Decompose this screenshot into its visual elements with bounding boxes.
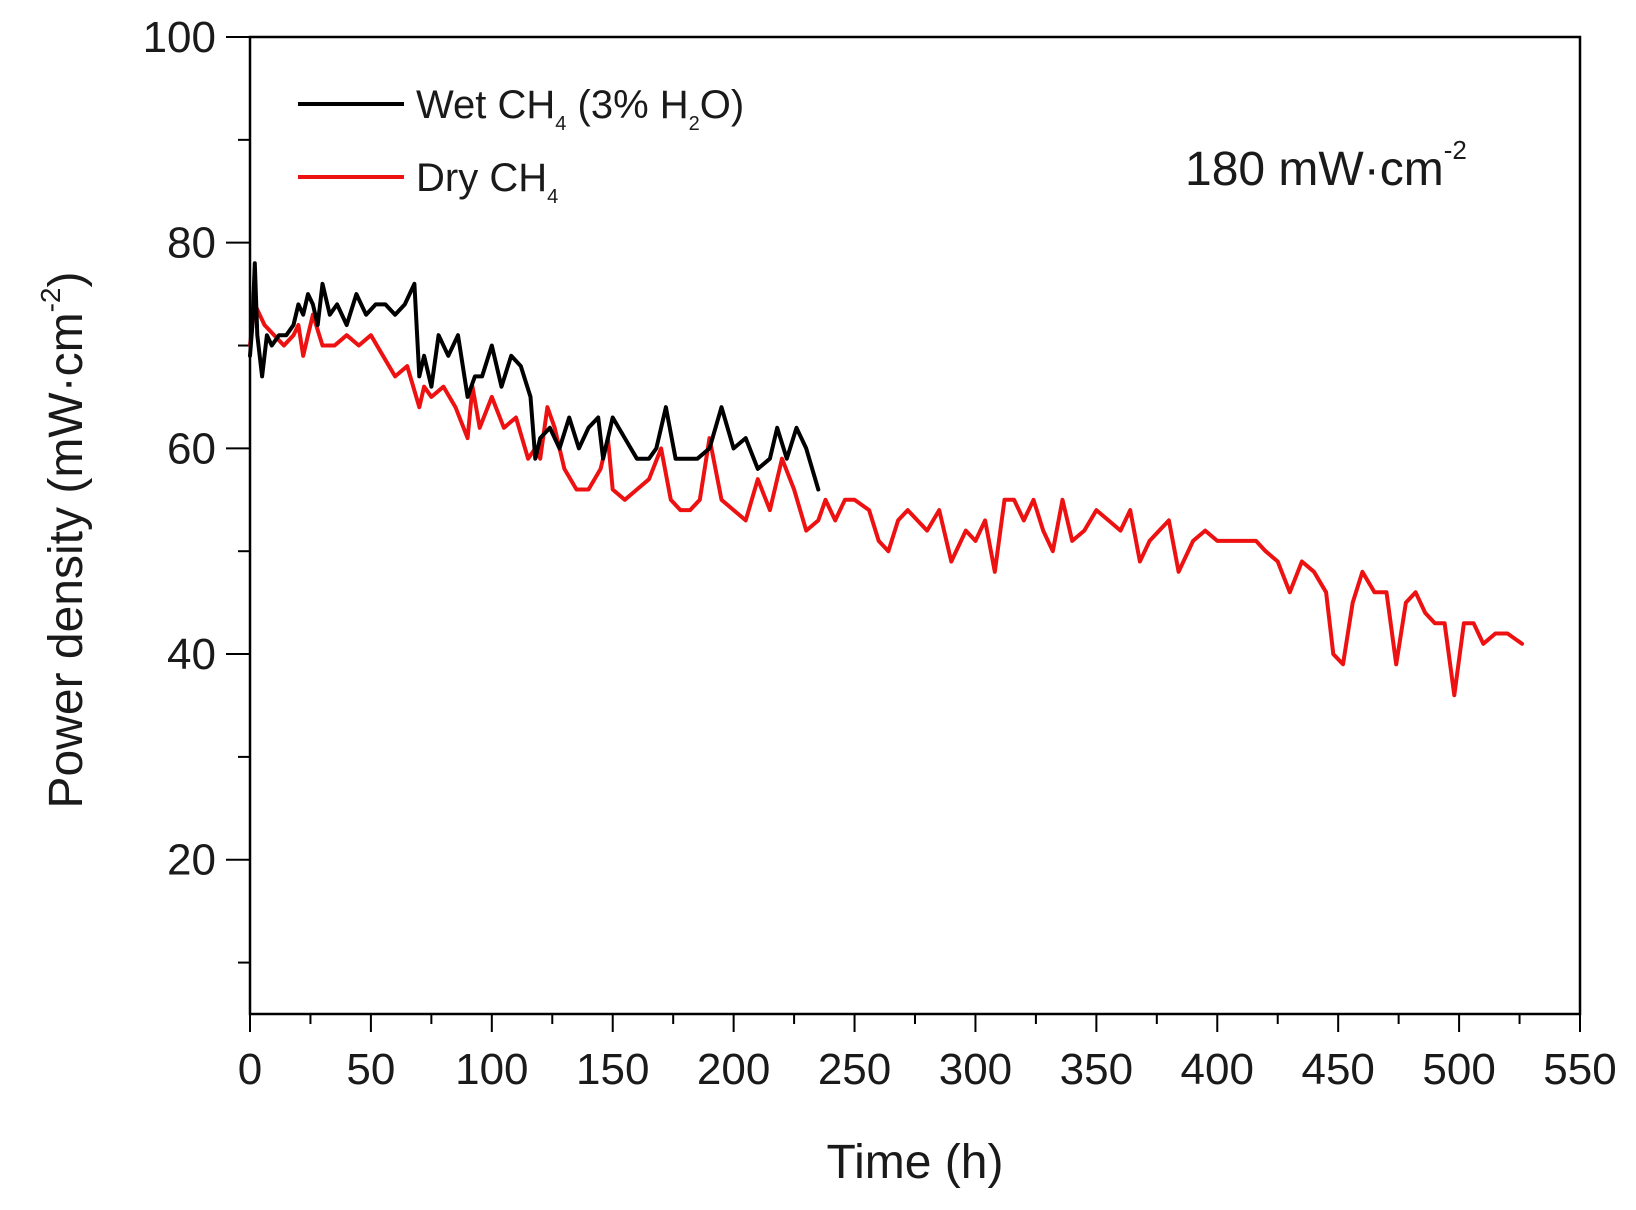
axis-ticks xyxy=(226,36,1581,1032)
x-tick-label: 100 xyxy=(455,1045,528,1094)
y-tick-label: 20 xyxy=(167,836,216,885)
y-axis-title-close: ) xyxy=(40,272,93,288)
x-tick-label: 200 xyxy=(697,1045,770,1094)
series-lines xyxy=(248,261,1524,698)
x-tick-label: 550 xyxy=(1543,1045,1616,1094)
y-tick-labels: 20 40 60 80 100 xyxy=(143,13,216,885)
y-axis-title: Power density (mW·cm-2) xyxy=(35,272,93,809)
series-line-dry-ch4 xyxy=(248,302,1524,698)
x-axis-title: Time (h) xyxy=(827,1136,1004,1189)
x-tick-label: 350 xyxy=(1060,1045,1133,1094)
y-tick-label: 80 xyxy=(167,219,216,268)
x-tick-label: 0 xyxy=(238,1045,262,1094)
x-tick-label: 500 xyxy=(1422,1045,1495,1094)
y-tick-label: 60 xyxy=(167,424,216,473)
x-tick-labels: 0 50 100 150 200 250 300 350 400 450 500 550 xyxy=(238,1045,1617,1094)
x-tick-label: 250 xyxy=(818,1045,891,1094)
x-tick-label: 400 xyxy=(1181,1045,1254,1094)
x-tick-label: 300 xyxy=(939,1045,1012,1094)
legend-label-dry: Dry CH4 xyxy=(416,156,558,208)
x-tick-label: 50 xyxy=(346,1045,395,1094)
y-axis-title-superscript: -2 xyxy=(35,288,66,313)
legend: Wet CH4 (3% H2O) Dry CH4 xyxy=(298,83,744,208)
plot-frame xyxy=(248,35,1582,1016)
x-tick-label: 450 xyxy=(1301,1045,1374,1094)
y-axis-title-main: Power density (mW·cm xyxy=(40,312,93,808)
y-tick-label: 100 xyxy=(143,13,216,62)
power-annotation: 180 mW·cm-2 xyxy=(1185,135,1467,196)
legend-label-wet: Wet CH4 (3% H2O) xyxy=(416,83,744,135)
y-tick-label: 40 xyxy=(167,630,216,679)
series-line-wet-ch4 xyxy=(248,261,821,492)
x-tick-label: 150 xyxy=(576,1045,649,1094)
